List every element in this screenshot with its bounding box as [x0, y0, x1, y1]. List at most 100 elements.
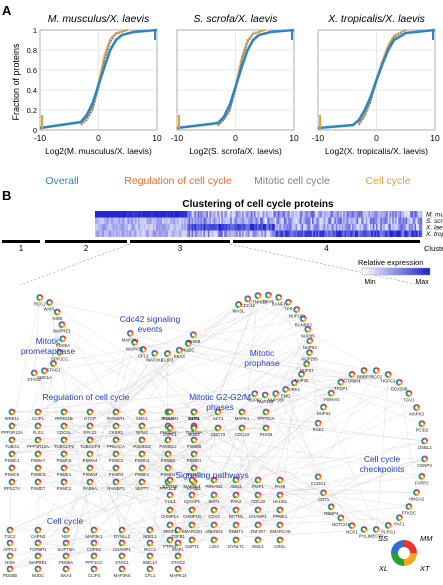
- gene-label: NUDC: [32, 573, 44, 578]
- heatmap-cell: [316, 211, 319, 218]
- node-center: [190, 493, 194, 497]
- gene-label: KPNB1: [187, 486, 202, 491]
- heatmap-cell: [117, 211, 120, 218]
- heatmap-cell: [395, 224, 398, 231]
- network-edge: [257, 363, 307, 541]
- heatmap-cell: [261, 224, 264, 231]
- node-center: [386, 523, 390, 527]
- heatmap-cell: [126, 230, 128, 237]
- heatmap-cell: [248, 211, 250, 218]
- network-edge: [167, 467, 341, 519]
- heatmap-cell: [138, 211, 140, 218]
- node-center: [148, 554, 152, 558]
- heatmap-cell: [212, 211, 215, 218]
- heatmap-cell: [325, 230, 328, 237]
- node-center: [36, 567, 40, 571]
- network-edge: [9, 524, 171, 557]
- node-center: [168, 538, 172, 542]
- heatmap-cell: [160, 211, 163, 218]
- heatmap-cell: [175, 230, 178, 237]
- network-edge: [9, 370, 365, 531]
- node-center: [192, 452, 196, 456]
- heatmap-cell: [202, 230, 204, 237]
- heatmap-cell: [129, 230, 131, 237]
- protein-node: [320, 489, 327, 497]
- network-edge: [141, 467, 409, 507]
- heatmap-cell: [178, 217, 181, 224]
- heatmap-cell: [199, 224, 201, 231]
- protein-node: [188, 536, 196, 544]
- heatmap-cell: [254, 211, 256, 218]
- network-edge: [44, 370, 65, 441]
- heatmap-title: Clustering of cell cycle proteins: [182, 199, 334, 210]
- heatmap-cell: [395, 217, 398, 224]
- network-edge: [11, 393, 332, 455]
- heatmap-cell: [294, 230, 296, 237]
- heatmap-cell: [95, 224, 97, 231]
- heatmap-cell: [243, 230, 246, 237]
- heatmap-cell: [274, 217, 277, 224]
- heatmap-cell: [144, 230, 146, 237]
- heatmap-cell: [361, 217, 363, 224]
- heatmap-cell: [310, 224, 313, 231]
- heatmap-cell: [227, 230, 230, 237]
- heatmap-cell: [331, 211, 334, 218]
- key-label-ss: SS: [378, 534, 388, 543]
- heatmap-cell: [298, 211, 301, 218]
- protein-node: [86, 436, 94, 444]
- gene-label: NUP43: [317, 411, 331, 416]
- heatmap-cell: [191, 224, 194, 231]
- network-edge: [213, 340, 310, 541]
- heatmap-cell: [419, 224, 421, 231]
- heatmap-cell: [164, 224, 167, 231]
- protein-node: [138, 464, 146, 472]
- node-center: [420, 474, 424, 478]
- node-center: [278, 508, 282, 512]
- node-center: [374, 527, 378, 532]
- heatmap-cell: [398, 224, 401, 231]
- protein-node: [60, 464, 68, 472]
- heatmap-cell: [307, 224, 310, 231]
- node-center: [415, 405, 419, 410]
- gene-label: PSMC3: [31, 472, 46, 477]
- heatmap-cell: [332, 230, 335, 237]
- heatmap-cell: [353, 224, 356, 231]
- node-center: [36, 528, 40, 532]
- protein-node: [34, 539, 42, 547]
- edge-bar: [291, 30, 293, 40]
- node-center: [278, 478, 282, 482]
- heatmap-cell: [329, 217, 332, 224]
- heatmap-cell: [285, 211, 288, 218]
- heatmap-cell: [401, 211, 403, 218]
- node-center: [88, 438, 92, 442]
- protein-node: [118, 539, 126, 547]
- network-edge: [37, 374, 389, 455]
- heatmap-cell: [135, 224, 137, 231]
- heatmap-cell: [191, 217, 194, 224]
- node-center: [10, 452, 14, 456]
- protein-node: [232, 476, 240, 484]
- network-edge: [37, 506, 409, 544]
- heatmap-cell: [179, 211, 182, 218]
- network-edge: [217, 411, 259, 496]
- x-tick-label: -10: [34, 133, 47, 143]
- heatmap-cell: [112, 217, 115, 224]
- heatmap-cell: [375, 217, 378, 224]
- heatmap-cell: [200, 230, 203, 237]
- legend-item: Regulation of cell cycle: [124, 175, 232, 187]
- heatmap-cell: [372, 211, 375, 218]
- protein-node: [118, 565, 126, 573]
- node-center: [339, 516, 343, 520]
- heatmap-cell: [402, 211, 405, 218]
- heatmap-cell: [185, 211, 188, 218]
- node-center: [407, 504, 411, 509]
- heatmap-cell: [313, 217, 316, 224]
- heatmap-cell: [154, 230, 157, 237]
- panel-b-label: B: [2, 188, 11, 203]
- protein-node: [166, 424, 174, 432]
- heatmap-cell: [280, 211, 283, 218]
- node-center: [295, 308, 299, 312]
- heatmap-cell: [215, 230, 218, 237]
- heatmap-cell: [246, 211, 249, 218]
- protein-node: [291, 379, 298, 387]
